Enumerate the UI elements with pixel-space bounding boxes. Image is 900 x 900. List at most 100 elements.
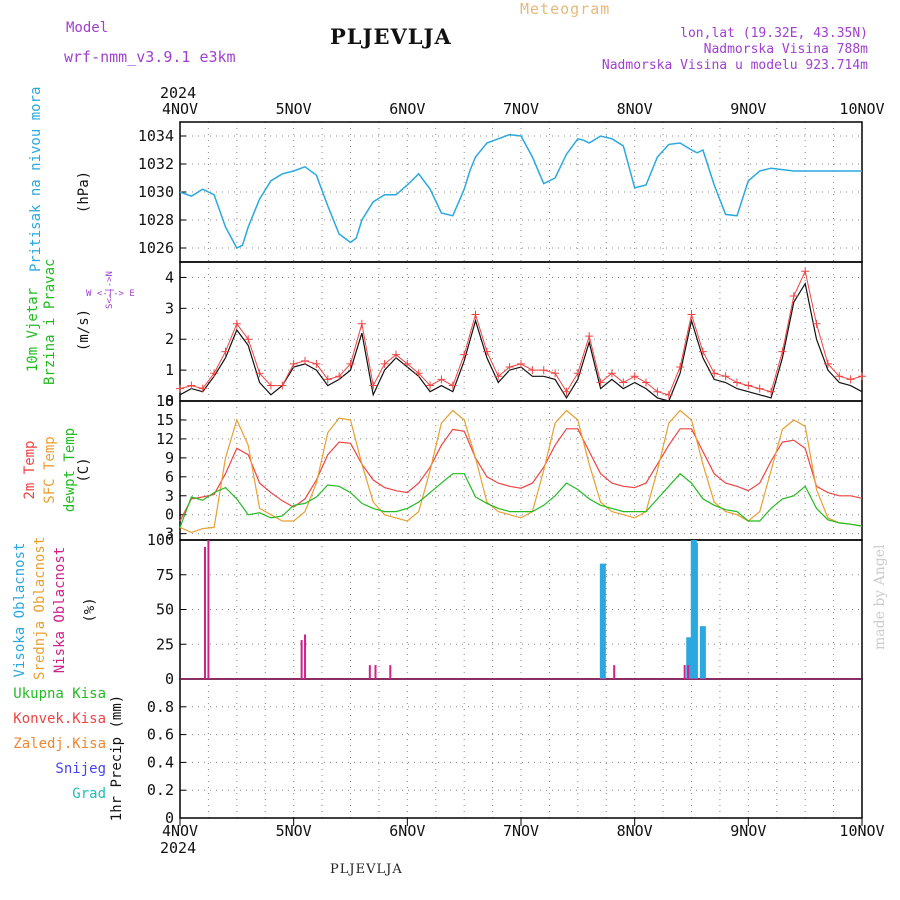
x-tick-label-bottom: 8NOV — [617, 822, 653, 840]
y-tick-label: 0.6 — [147, 726, 174, 744]
wind-speed-marker — [255, 369, 264, 378]
precip-legend-conv: Konvek.Kisa — [13, 711, 106, 727]
wind-speed-marker — [732, 378, 741, 387]
compass-we: W <-|-> E — [86, 289, 135, 299]
y-tick-label: 25 — [156, 635, 174, 653]
wind-speed-marker — [858, 372, 866, 381]
model-label: Model — [66, 20, 109, 36]
wind-speed-marker — [482, 347, 491, 356]
panel-frame — [179, 678, 863, 819]
y-tick-label: 1026 — [138, 239, 174, 257]
wind-speed-marker — [176, 384, 184, 393]
cloud-low-bar — [687, 665, 690, 679]
y-tick-label: 3 — [165, 299, 174, 317]
wind-speed-marker — [767, 387, 776, 396]
precip-legend-snow: Snijeg — [55, 761, 106, 777]
precip-legend-frz: Zaledj.Kisa — [13, 736, 106, 752]
station-footer: PLJEVLJA — [330, 862, 403, 877]
y-tick-label: 3 — [165, 487, 174, 505]
y-tick-label: 6 — [165, 468, 174, 486]
wind-speed-marker — [676, 363, 685, 372]
cloud-high-bar — [686, 637, 693, 679]
station-title: PLJEVLJA — [330, 24, 452, 49]
wind-speed-marker — [607, 369, 616, 378]
wind-speed-marker — [812, 319, 821, 328]
wind-speed-marker — [232, 319, 241, 328]
wind-speed-marker — [198, 384, 207, 393]
wind-speed-marker — [369, 381, 378, 390]
wind-speed-marker — [244, 335, 253, 344]
wind-speed-marker — [687, 310, 696, 319]
cloud-low-bar — [374, 665, 377, 679]
wind-speed-marker — [426, 381, 435, 390]
wind-speed-marker — [801, 267, 810, 276]
wind-speed-marker — [414, 369, 423, 378]
wind-speed-marker — [539, 366, 548, 375]
y-tick-label: 0 — [165, 392, 174, 410]
wind-speed-marker — [210, 369, 219, 378]
x-tick-label-bottom: 5NOV — [276, 822, 312, 840]
cloud-low-bar — [204, 546, 207, 679]
wind-speed-marker — [505, 363, 514, 372]
wind-speed-marker — [391, 350, 400, 359]
year-label-bottom: 2024 — [160, 839, 197, 857]
y-tick-label: 12 — [156, 430, 174, 448]
cloud-high-bar — [699, 626, 706, 679]
wind-speed-marker — [357, 319, 366, 328]
y-tick-label: 1028 — [138, 211, 174, 229]
cloud-low-bar — [368, 665, 371, 679]
cloud-low-bar — [683, 665, 686, 679]
wind-speed-marker — [437, 375, 446, 384]
temp-sfc-line — [179, 409, 863, 534]
year-label-top: 2024 — [160, 84, 197, 102]
wind-speed-marker — [221, 347, 230, 356]
wind-speed-marker — [562, 387, 571, 396]
cloud-low-bar — [613, 665, 616, 679]
y-tick-label: 1032 — [138, 155, 174, 173]
temp-2m-line — [179, 428, 863, 522]
y-tick-label: -3 — [156, 525, 174, 543]
y-tick-label: 0.4 — [147, 753, 174, 771]
wind-speed-marker — [664, 390, 673, 399]
wind-speed-marker — [278, 381, 287, 390]
wind-speed-marker — [403, 359, 412, 368]
wind-speed-marker — [323, 375, 332, 384]
x-tick-label-top: 10NOV — [839, 100, 884, 118]
panel-frame — [179, 261, 863, 402]
altitude-readout: Nadmorska Visina 788m — [703, 42, 868, 57]
y-tick-label: 1034 — [138, 127, 174, 145]
wind-speed-marker — [630, 372, 639, 381]
wind-speed-marker — [755, 384, 764, 393]
panel-frame — [179, 400, 863, 541]
wind-speed-marker — [471, 310, 480, 319]
wind-speed-marker — [380, 359, 389, 368]
y-tick-label: 18 — [156, 392, 174, 410]
wind-speed-marker — [710, 369, 719, 378]
temp-dewpt-line — [179, 472, 863, 528]
wind-speed-marker — [289, 359, 298, 368]
wind-speed-marker — [744, 381, 753, 390]
x-tick-label-top: 6NOV — [389, 100, 425, 118]
wind-speed-marker — [312, 359, 321, 368]
y-tick-label: 0 — [165, 670, 174, 688]
wind-speed-marker — [653, 387, 662, 396]
y-tick-label: 50 — [156, 601, 174, 619]
wind-speed-marker — [551, 369, 560, 378]
wind-speed-marker — [619, 378, 628, 387]
wind-speed-marker — [517, 359, 525, 368]
wind-speed-marker — [335, 372, 344, 381]
wind-speed-marker — [642, 378, 651, 387]
wind-speed-marker — [346, 359, 355, 368]
wind-speed-marker — [789, 291, 798, 300]
model-altitude-readout: Nadmorska Visina u modelu 923.714m — [601, 58, 868, 73]
y-tick-label: 0.2 — [147, 781, 174, 799]
cloud-high-bar — [599, 563, 606, 679]
lonlat-readout: lon,lat (19.32E, 43.35N) — [680, 26, 868, 41]
wind-speed-marker — [698, 347, 707, 356]
wind-speed-marker — [187, 381, 196, 390]
x-tick-label-bottom: 9NOV — [730, 822, 766, 840]
cloud-low-bar — [300, 640, 303, 679]
wind-speed-marker — [846, 375, 855, 384]
